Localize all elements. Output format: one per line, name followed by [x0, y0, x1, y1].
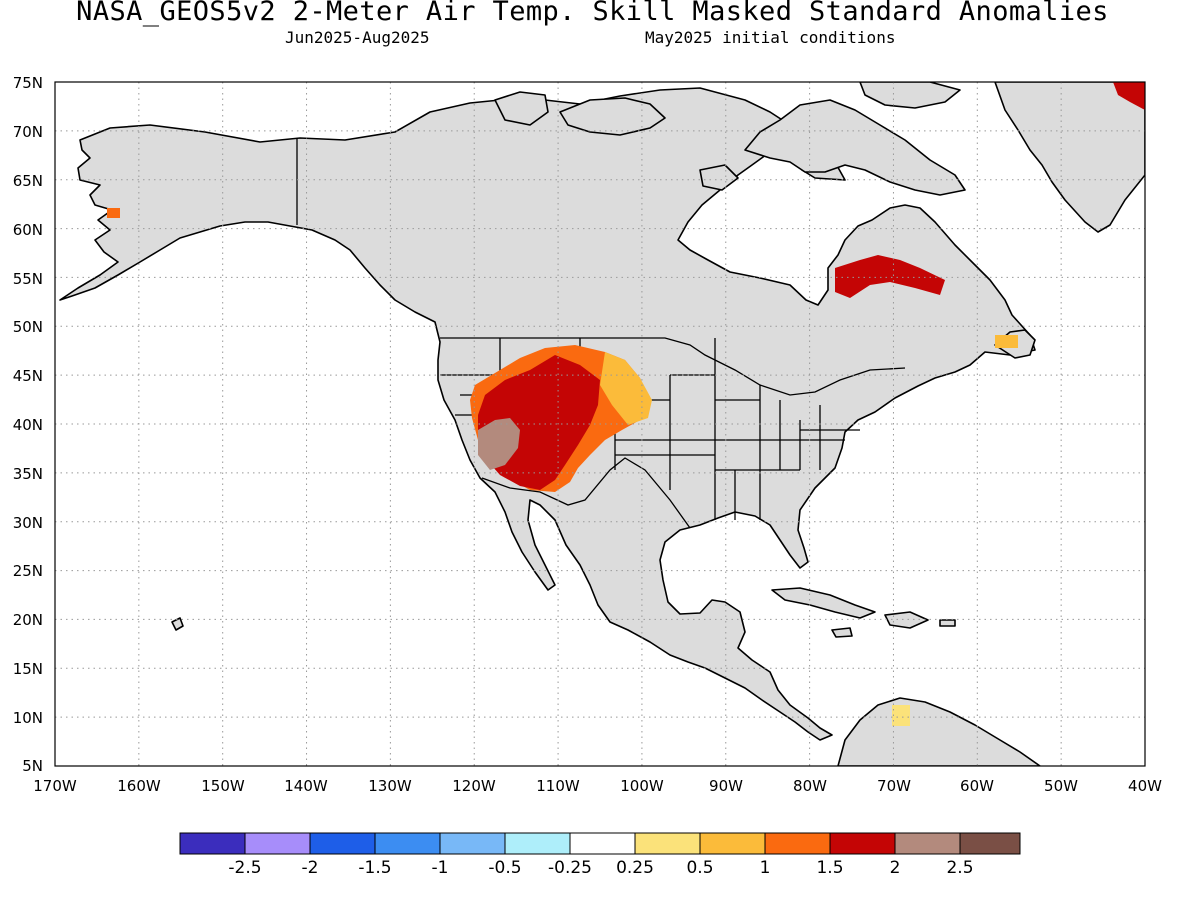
colorbar: -2.5 -2 -1.5 -1 -0.5 -0.25 0.25 0.5 1 1.…: [179, 832, 1021, 878]
colorbar-swatch: [504, 832, 571, 855]
colorbar-swatch: [699, 832, 766, 855]
lon-label: 40W: [1128, 777, 1162, 795]
colorbar-label: -1.5: [358, 858, 391, 878]
lat-label: 45N: [13, 367, 43, 385]
colorbar-label: 2: [890, 858, 901, 878]
colorbar-label: -1: [432, 858, 449, 878]
baffin-island: [744, 99, 966, 196]
venezuela-anomaly: [892, 705, 910, 726]
lon-label: 130W: [368, 777, 412, 795]
south-america: [837, 697, 1041, 766]
colorbar-label: 2.5: [946, 858, 973, 878]
colorbar-swatch: [959, 832, 1021, 855]
colorbar-swatch: [894, 832, 961, 855]
victoria-island: [559, 97, 666, 136]
lat-label: 60N: [13, 221, 43, 239]
lat-label: 50N: [13, 318, 43, 336]
greenland: [994, 82, 1145, 233]
colorbar-swatch: [374, 832, 441, 855]
colorbar-swatch: [439, 832, 506, 855]
colorbar-label: 0.5: [686, 858, 713, 878]
graticule: [55, 82, 1145, 766]
map-title: NASA_GEOS5v2 2-Meter Air Temp. Skill Mas…: [76, 0, 1109, 27]
colorbar-label: 0.25: [616, 858, 654, 878]
lat-label: 20N: [13, 611, 43, 629]
banks-island: [494, 91, 549, 126]
init-subtitle: May2025 initial conditions: [645, 28, 896, 47]
us-canada-border: [440, 337, 906, 396]
canada-east-anomaly: [835, 255, 945, 298]
west-anomaly-brown: [478, 418, 520, 470]
colorbar-swatch: [244, 832, 311, 855]
greenland-anomaly: [1113, 82, 1145, 110]
cuba: [771, 587, 876, 619]
colorbar-label: -2.5: [228, 858, 261, 878]
colorbar-swatch: [569, 832, 636, 855]
lat-label: 25N: [13, 562, 43, 580]
puerto-rico: [939, 619, 956, 627]
colorbar-swatch: [309, 832, 376, 855]
lon-label: 50W: [1044, 777, 1078, 795]
lat-label: 30N: [13, 514, 43, 532]
season-subtitle: Jun2025-Aug2025: [285, 28, 430, 47]
lat-label: 5N: [22, 757, 43, 775]
lon-label: 100W: [620, 777, 664, 795]
colorbar-label: 1.5: [816, 858, 843, 878]
lat-label: 40N: [13, 416, 43, 434]
ellesmere-island: [859, 82, 961, 109]
us-mexico-border: [481, 457, 691, 529]
hispaniola: [884, 611, 929, 629]
colorbar-label: -2: [302, 858, 319, 878]
lat-label: 70N: [13, 123, 43, 141]
lat-labels: 75N 70N 65N 60N 55N 50N 45N 40N 35N 30N …: [13, 74, 43, 775]
colorbar-label: -0.5: [488, 858, 521, 878]
lon-label: 90W: [709, 777, 743, 795]
colorbar-swatch: [179, 832, 246, 855]
lat-label: 10N: [13, 709, 43, 727]
southampton-island: [699, 164, 739, 191]
colorbar-label: -0.25: [548, 858, 592, 878]
colorbar-swatch: [764, 832, 831, 855]
lon-labels: 170W 160W 150W 140W 130W 120W 110W 100W …: [33, 777, 1162, 795]
colorbar-label: 1: [760, 858, 771, 878]
lon-label: 140W: [284, 777, 328, 795]
lat-label: 65N: [13, 172, 43, 190]
jamaica: [831, 627, 853, 638]
west-anomaly-light-orange: [600, 352, 652, 425]
lon-label: 120W: [452, 777, 496, 795]
alaska-anomaly: [107, 208, 120, 218]
colorbar-swatch: [829, 832, 896, 855]
colorbar-swatch: [634, 832, 701, 855]
lon-label: 70W: [877, 777, 911, 795]
anomaly-shading: [107, 82, 1145, 726]
lon-label: 60W: [960, 777, 994, 795]
lat-label: 75N: [13, 74, 43, 92]
lat-label: 35N: [13, 465, 43, 483]
lon-label: 170W: [33, 777, 77, 795]
lon-label: 150W: [201, 777, 245, 795]
lat-label: 15N: [13, 660, 43, 678]
lat-label: 55N: [13, 270, 43, 288]
lon-label: 160W: [117, 777, 161, 795]
newfoundland-anomaly: [995, 335, 1018, 348]
lon-label: 110W: [536, 777, 580, 795]
map-frame: [54, 81, 1146, 767]
state-lines-central: [670, 338, 860, 520]
lon-label: 80W: [793, 777, 827, 795]
